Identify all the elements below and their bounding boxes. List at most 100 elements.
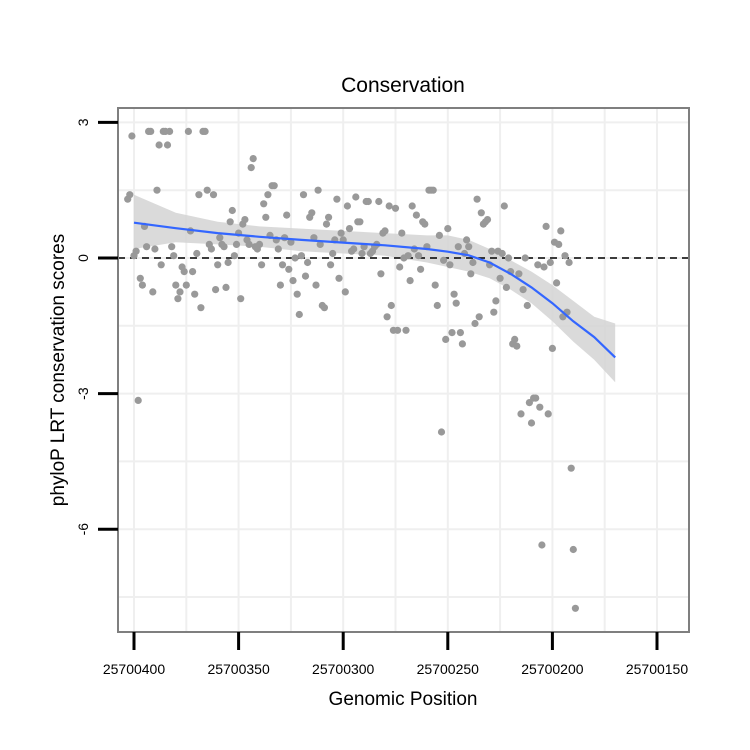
data-point (212, 286, 220, 294)
data-point (197, 304, 205, 312)
x-tick-label: 25700200 (521, 661, 584, 677)
data-point (149, 288, 157, 296)
data-point (431, 281, 439, 289)
data-point (429, 186, 437, 194)
data-point (327, 261, 335, 269)
data-point (404, 252, 412, 260)
data-point (414, 252, 423, 260)
data-point (241, 216, 249, 224)
data-point (207, 245, 215, 253)
data-point (262, 213, 270, 221)
data-point (312, 281, 320, 289)
data-point (408, 202, 416, 210)
data-point (297, 252, 305, 260)
data-point (546, 258, 554, 267)
data-point (157, 261, 165, 269)
data-point (523, 301, 531, 310)
data-point (193, 249, 201, 258)
x-tick-label: 25700350 (207, 661, 270, 677)
data-point (350, 245, 358, 253)
data-point (293, 290, 301, 298)
data-point (168, 243, 176, 251)
data-point (417, 265, 425, 273)
data-point (444, 225, 452, 233)
data-point (325, 213, 333, 221)
data-point (337, 229, 345, 237)
data-point (440, 256, 448, 264)
data-point (316, 240, 324, 248)
data-point (463, 236, 471, 244)
y-axis-label: phyloP LRT conservation scores (48, 234, 69, 507)
data-point (201, 127, 209, 135)
data-point (561, 252, 569, 260)
data-point (166, 127, 174, 135)
data-point (492, 297, 500, 305)
data-point (260, 200, 268, 208)
data-point (544, 410, 552, 418)
data-point (245, 240, 253, 248)
data-point (442, 335, 450, 343)
data-point (473, 195, 481, 203)
data-point (396, 263, 404, 271)
data-point (567, 464, 575, 472)
data-point (314, 186, 322, 194)
data-point (498, 249, 506, 258)
data-point (180, 268, 188, 276)
data-point (176, 288, 184, 296)
data-point (394, 326, 402, 334)
data-point (500, 202, 508, 210)
data-point (216, 234, 224, 242)
data-point (128, 132, 136, 140)
data-point (433, 301, 441, 310)
data-point (454, 243, 462, 251)
data-point (264, 191, 272, 199)
data-point (191, 290, 199, 298)
data-point (458, 340, 466, 348)
data-point (220, 243, 228, 251)
x-tick-label: 25700250 (417, 661, 480, 677)
data-point (285, 265, 293, 273)
data-point (450, 290, 458, 298)
data-point (569, 545, 577, 554)
data-point (143, 243, 151, 251)
data-point (230, 252, 238, 260)
data-point (412, 211, 420, 219)
data-point (538, 541, 546, 549)
data-point (308, 209, 316, 217)
data-point (377, 270, 385, 278)
x-axis: 25700400 25700350 25700300 25700250 25700200… (103, 632, 689, 677)
data-point (469, 258, 477, 267)
data-point (283, 211, 291, 219)
data-point (299, 191, 308, 199)
data-point (295, 310, 303, 319)
data-point (226, 218, 234, 226)
data-point (136, 274, 144, 282)
data-point (322, 220, 331, 228)
data-point (383, 313, 391, 321)
data-point (335, 274, 343, 282)
data-point (540, 263, 548, 271)
data-point (555, 240, 563, 248)
data-point (184, 127, 192, 135)
data-point (304, 258, 312, 267)
smooth-fit-line (133, 221, 616, 359)
data-point (356, 218, 364, 226)
data-point (527, 419, 536, 427)
data-point (237, 295, 245, 303)
data-point (195, 191, 203, 199)
y-tick-label: 3 (75, 118, 91, 126)
data-point (345, 225, 354, 233)
data-point (542, 222, 550, 230)
data-point (214, 261, 222, 269)
x-tick-label: 25700400 (103, 661, 166, 677)
data-point (421, 220, 429, 228)
data-point (170, 252, 178, 260)
data-point (446, 261, 454, 269)
data-point (513, 342, 521, 350)
x-tick-label: 25700150 (626, 661, 689, 677)
data-point (565, 258, 573, 267)
data-point (477, 209, 485, 217)
chart-title: Conservation (341, 74, 465, 97)
data-point (385, 202, 393, 210)
